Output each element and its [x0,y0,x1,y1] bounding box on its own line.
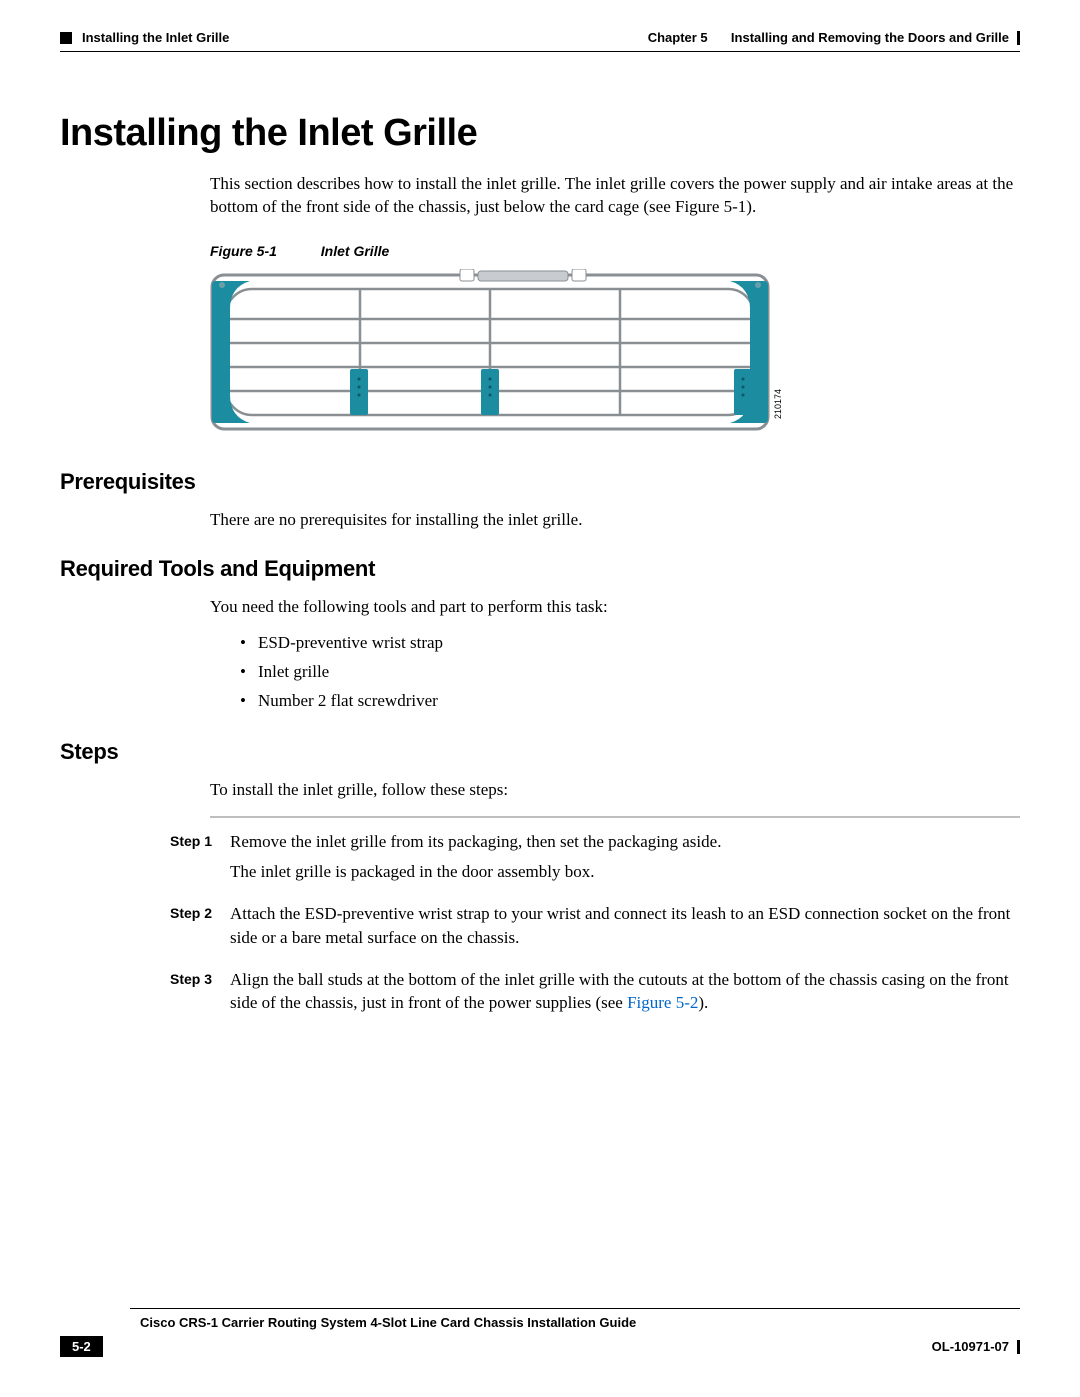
list-item: Inlet grille [240,658,1020,687]
step-body: Attach the ESD-preventive wrist strap to… [230,902,1020,956]
prerequisites-heading: Prerequisites [60,469,1020,495]
step-label: Step 2 [170,902,230,956]
figure-link[interactable]: Figure 5-2 [627,993,698,1012]
figure-part-number: 210174 [773,389,783,419]
list-item: ESD-preventive wrist strap [240,629,1020,658]
footer-doc-id: OL-10971-07 [932,1339,1009,1354]
step-label: Step 3 [170,968,230,1022]
step-body: Remove the inlet grille from its packagi… [230,830,1020,890]
page-title: Installing the Inlet Grille [60,112,1020,155]
step-body: Align the ball studs at the bottom of th… [230,968,1020,1022]
footer-guide-title: Cisco CRS-1 Carrier Routing System 4-Slo… [140,1315,1020,1330]
header-marker-icon [60,32,72,44]
page-number: 5-2 [60,1336,103,1357]
tools-heading: Required Tools and Equipment [60,556,1020,582]
figure-inlet-grille: 210174 [210,269,1020,439]
step-row: Step 2 Attach the ESD-preventive wrist s… [170,902,1020,956]
figure-caption: Figure 5-1 Inlet Grille [210,243,1020,259]
steps-heading: Steps [60,739,1020,765]
steps-intro: To install the inlet grille, follow thes… [210,779,1020,802]
figure-title: Inlet Grille [321,243,389,259]
header-rule [60,51,1020,52]
step-label: Step 1 [170,830,230,890]
prerequisites-text: There are no prerequisites for installin… [210,509,1020,532]
list-item: Number 2 flat screwdriver [240,687,1020,716]
figure-number: Figure 5-1 [210,243,277,259]
header-chapter-label: Chapter 5 [648,30,708,45]
header-chapter-title: Installing and Removing the Doors and Gr… [731,30,1009,45]
page-footer: Cisco CRS-1 Carrier Routing System 4-Slo… [60,1308,1020,1357]
header-bar-icon [1017,31,1020,45]
step-row: Step 3 Align the ball studs at the botto… [170,968,1020,1022]
intro-paragraph: This section describes how to install th… [210,173,1020,219]
page-header: Installing the Inlet Grille Chapter 5 In… [60,30,1020,45]
tools-list: ESD-preventive wrist strap Inlet grille … [240,629,1020,716]
tools-intro: You need the following tools and part to… [210,596,1020,619]
header-section-title: Installing the Inlet Grille [82,30,229,45]
steps-divider [210,816,1020,818]
step-row: Step 1 Remove the inlet grille from its … [170,830,1020,890]
footer-bar-icon [1017,1340,1020,1354]
